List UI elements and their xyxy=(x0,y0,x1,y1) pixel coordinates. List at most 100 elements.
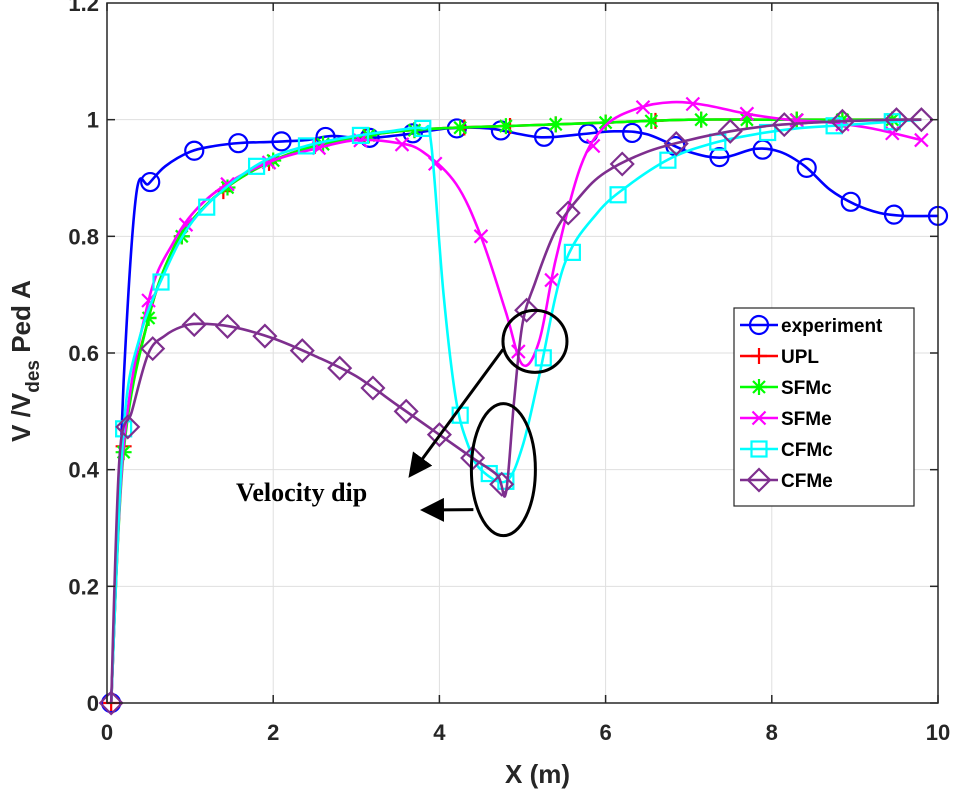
data-point xyxy=(685,96,701,112)
data-point xyxy=(427,156,443,172)
legend-label: SFMe xyxy=(781,409,832,430)
legend-item-sfme: SFMe xyxy=(740,409,832,430)
annotation: Velocity dip xyxy=(236,308,569,538)
data-point xyxy=(360,375,386,401)
data-point xyxy=(140,171,161,193)
annotation-ellipse xyxy=(501,308,569,374)
data-point xyxy=(544,272,559,288)
data-point xyxy=(829,108,855,134)
legend-item-upl: UPL xyxy=(740,347,819,368)
legend-marker xyxy=(750,440,768,458)
data-point xyxy=(693,111,710,128)
data-point xyxy=(140,310,157,326)
y-tick-label: 1.2 xyxy=(68,0,99,16)
data-point xyxy=(184,140,205,161)
data-point xyxy=(297,137,316,155)
data-point xyxy=(908,107,934,133)
legend-label: SFMc xyxy=(781,378,832,399)
data-point xyxy=(534,349,552,367)
legend-item-cfme: CFMe xyxy=(740,467,833,493)
data-point xyxy=(394,137,410,152)
data-point xyxy=(289,338,315,364)
x-tick-label: 2 xyxy=(267,720,279,745)
y-axis-title: V /Vdes Ped A xyxy=(6,280,44,442)
legend-label: experiment xyxy=(781,316,883,337)
data-point xyxy=(514,297,540,323)
y-tick-label: 0.2 xyxy=(68,574,99,599)
data-point xyxy=(663,131,689,157)
data-point xyxy=(473,229,489,244)
data-point xyxy=(98,690,124,716)
data-point xyxy=(547,116,564,133)
annotation-label: Velocity dip xyxy=(236,478,367,507)
y-tick-label: 0.8 xyxy=(68,224,99,249)
data-point xyxy=(597,114,614,131)
x-tick-label: 8 xyxy=(766,720,778,745)
data-point xyxy=(452,119,469,136)
legend-marker xyxy=(751,379,767,395)
data-point xyxy=(914,132,929,148)
data-point xyxy=(426,422,452,448)
data-point xyxy=(393,398,419,424)
data-point xyxy=(717,118,743,144)
y-tick-label: 0.4 xyxy=(68,458,99,483)
data-point xyxy=(635,99,651,115)
data-point xyxy=(252,323,278,349)
data-point xyxy=(883,107,910,133)
legend-item-experiment: experiment xyxy=(740,314,883,337)
data-point xyxy=(643,112,660,129)
data-point xyxy=(796,157,817,178)
legend-marker xyxy=(748,314,770,336)
legend-marker xyxy=(751,410,767,426)
data-point xyxy=(247,157,266,175)
data-point xyxy=(609,151,635,177)
data-point xyxy=(402,123,423,144)
data-point xyxy=(327,355,353,381)
data-point xyxy=(771,112,797,138)
legend-label: CFMe xyxy=(781,471,833,492)
y-tick-label: 1 xyxy=(87,108,99,133)
legend-label: CFMc xyxy=(781,440,833,461)
legend-item-cfmc: CFMc xyxy=(740,440,833,461)
data-point xyxy=(198,198,216,216)
legend-marker xyxy=(751,348,767,364)
data-point xyxy=(622,122,643,144)
data-point xyxy=(214,313,241,339)
legend: experiment UPL SFMc SFMe CFMc CFMe xyxy=(733,307,915,507)
data-point xyxy=(271,131,292,152)
y-tick-label: 0.6 xyxy=(68,341,99,366)
data-point xyxy=(181,312,207,338)
axes: 0 2 4 6 8 10 0 0.2 0.4 0.6 0.8 1 1.2 X (m) V /Vdes Ped… xyxy=(6,0,950,789)
data-point xyxy=(534,126,555,147)
data-point xyxy=(585,138,601,154)
data-point xyxy=(840,191,861,212)
legend-marker xyxy=(746,467,772,493)
data-point xyxy=(228,133,249,154)
data-point xyxy=(883,204,905,225)
x-tick-label: 10 xyxy=(926,720,950,745)
data-point xyxy=(351,126,370,145)
series-line-sfme xyxy=(109,100,922,704)
data-point xyxy=(497,118,514,135)
x-tick-label: 4 xyxy=(433,720,446,745)
y-tick-label: 0 xyxy=(87,691,99,716)
annotation-arrow xyxy=(408,348,505,478)
data-point xyxy=(659,151,677,169)
data-point xyxy=(140,336,166,362)
data-point xyxy=(739,106,755,122)
legend-label: UPL xyxy=(781,347,819,368)
plot-series xyxy=(98,96,949,716)
x-tick-label: 0 xyxy=(101,720,113,745)
data-point xyxy=(709,147,730,168)
data-point xyxy=(152,273,170,291)
legend-item-sfmc: SFMc xyxy=(740,378,832,399)
series-cfme xyxy=(98,107,934,716)
data-point xyxy=(738,111,755,128)
x-tick-label: 6 xyxy=(599,720,611,745)
data-point xyxy=(563,243,581,261)
data-point xyxy=(555,200,581,226)
data-point xyxy=(115,414,141,440)
data-point xyxy=(414,119,432,138)
data-point xyxy=(178,217,194,232)
